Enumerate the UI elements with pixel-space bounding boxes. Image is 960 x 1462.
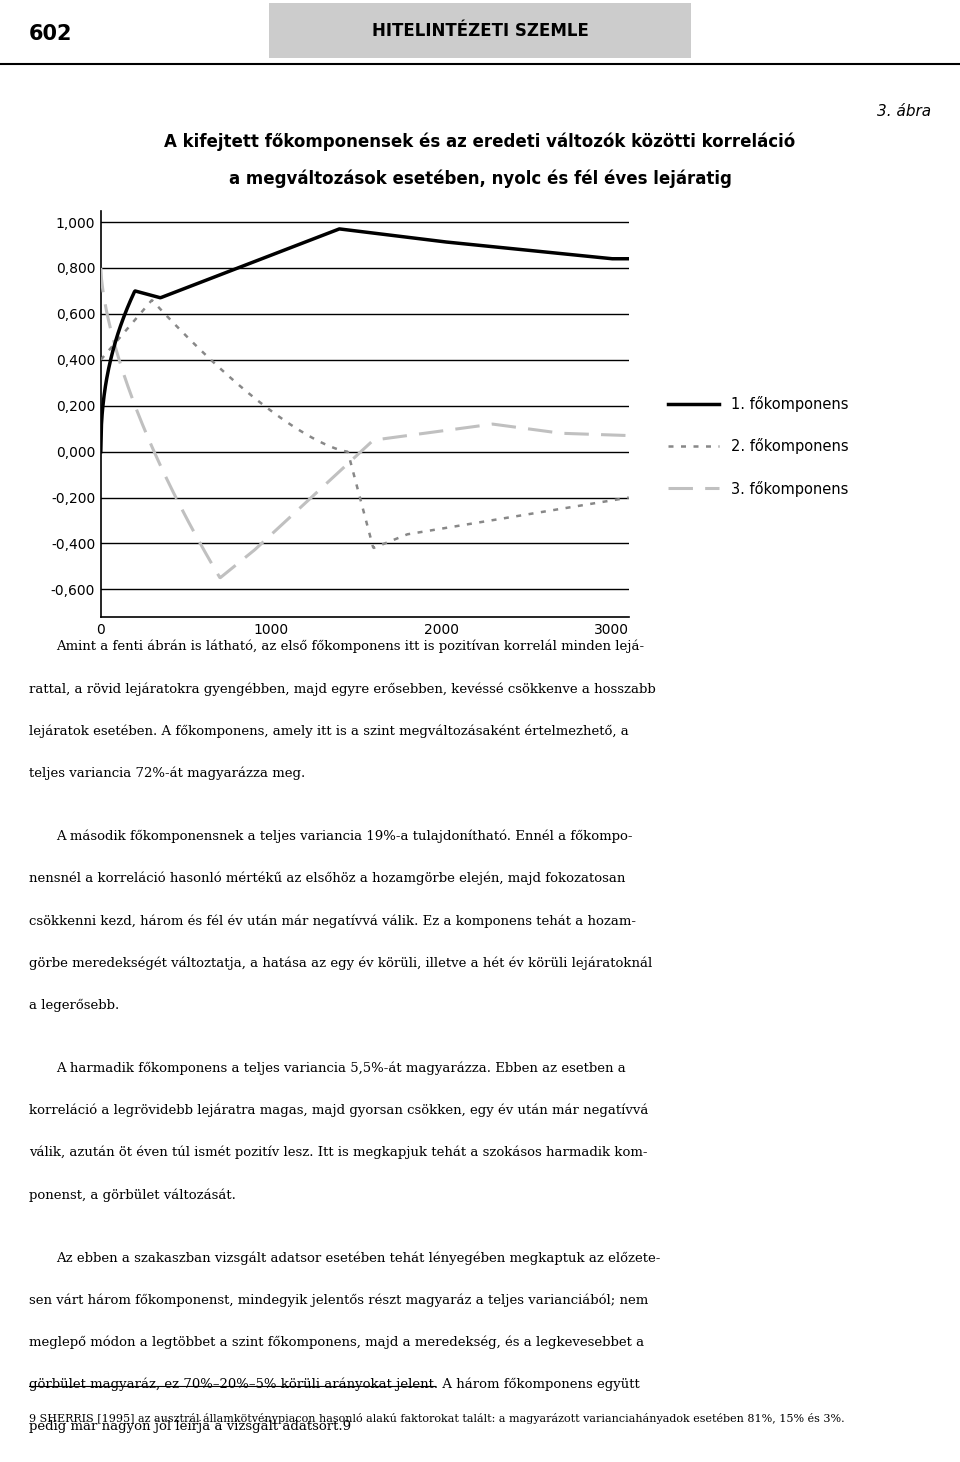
Text: A kifejtett főkomponensek és az eredeti változók közötti korreláció: A kifejtett főkomponensek és az eredeti … — [164, 133, 796, 151]
Text: rattal, a rövid lejáratokra gyengébben, majd egyre erősebben, kevéssé csökkenve : rattal, a rövid lejáratokra gyengébben, … — [29, 683, 656, 696]
Text: a megváltozások esetében, nyolc és fél éves lejáratig: a megváltozások esetében, nyolc és fél é… — [228, 170, 732, 189]
Text: 3. ábra: 3. ábra — [877, 104, 931, 118]
Text: nensnél a korreláció hasonló mértékű az elsőhöz a hozamgörbe elején, majd fokoza: nensnél a korreláció hasonló mértékű az … — [29, 871, 625, 886]
Text: lejáratok esetében. A főkomponens, amely itt is a szint megváltozásaként értelme: lejáratok esetében. A főkomponens, amely… — [29, 724, 629, 738]
Text: 9 SHERRIS [1995] az ausztrál államkötvénypiacon hasonló alakú faktorokat talált:: 9 SHERRIS [1995] az ausztrál államkötvén… — [29, 1412, 845, 1424]
Legend: 1. főkomponens, 2. főkomponens, 3. főkomponens: 1. főkomponens, 2. főkomponens, 3. főkom… — [662, 390, 854, 503]
Text: válik, azután öt éven túl ismét pozitív lesz. Itt is megkapjuk tehát a szokásos : válik, azután öt éven túl ismét pozitív … — [29, 1146, 647, 1159]
Text: görbe meredekségét változtatja, a hatása az egy év körüli, illetve a hét év körü: görbe meredekségét változtatja, a hatása… — [29, 956, 652, 969]
Text: sen várt három főkomponenst, mindegyik jelentős részt magyaráz a teljes varianci: sen várt három főkomponenst, mindegyik j… — [29, 1294, 648, 1307]
Text: görbület magyaráz, ez 70%–20%–5% körüli arányokat jelent. A három főkomponens eg: görbület magyaráz, ez 70%–20%–5% körüli … — [29, 1377, 639, 1392]
Text: A második főkomponensnek a teljes variancia 19%-a tulajdonítható. Ennél a főkomp: A második főkomponensnek a teljes varian… — [56, 830, 633, 844]
Text: meglepő módon a legtöbbet a szint főkomponens, majd a meredekség, és a legkevese: meglepő módon a legtöbbet a szint főkomp… — [29, 1336, 644, 1349]
Text: 602: 602 — [29, 23, 72, 44]
Text: HITELINTÉZETI SZEMLE: HITELINTÉZETI SZEMLE — [372, 22, 588, 39]
Text: pedig már nagyon jól leírja a vizsgált adatsort.9: pedig már nagyon jól leírja a vizsgált a… — [29, 1420, 351, 1433]
Text: teljes variancia 72%-át magyarázza meg.: teljes variancia 72%-át magyarázza meg. — [29, 766, 305, 779]
Text: Az ebben a szakaszban vizsgált adatsor esetében tehát lényegében megkaptuk az el: Az ebben a szakaszban vizsgált adatsor e… — [56, 1251, 660, 1265]
Text: csökkenni kezd, három és fél év után már negatívvá válik. Ez a komponens tehát a: csökkenni kezd, három és fél év után már… — [29, 914, 636, 927]
Text: korreláció a legrövidebb lejáratra magas, majd gyorsan csökken, egy év után már : korreláció a legrövidebb lejáratra magas… — [29, 1104, 648, 1117]
Bar — [269, 3, 691, 58]
Text: ponenst, a görbület változását.: ponenst, a görbület változását. — [29, 1189, 235, 1202]
Text: Amint a fenti ábrán is látható, az első főkomponens itt is pozitívan korrelál mi: Amint a fenti ábrán is látható, az első … — [56, 640, 644, 654]
Text: a legerősebb.: a legerősebb. — [29, 999, 119, 1012]
Text: A harmadik főkomponens a teljes variancia 5,5%-át magyarázza. Ebben az esetben a: A harmadik főkomponens a teljes varianci… — [56, 1061, 626, 1075]
